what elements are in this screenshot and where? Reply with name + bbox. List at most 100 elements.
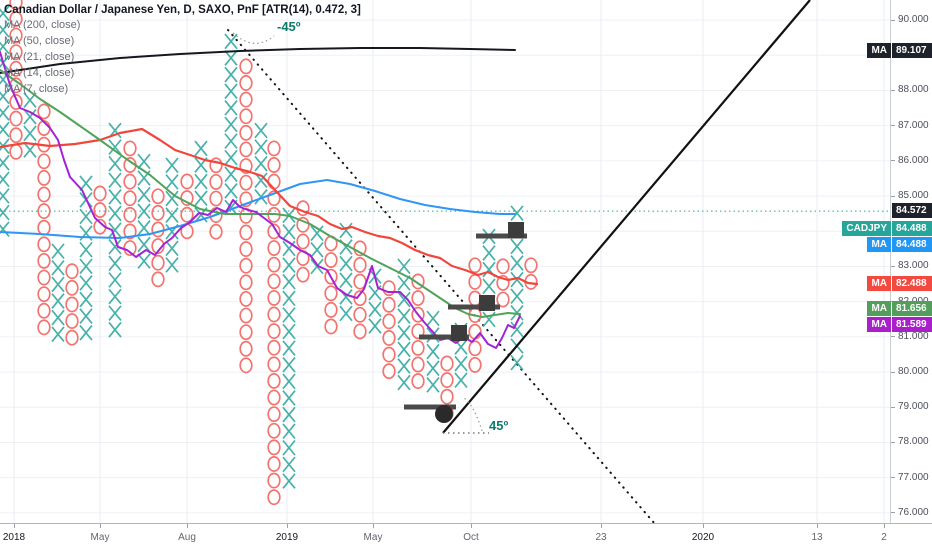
ma-line-ma200 — [0, 47, 516, 74]
ma21-badge-label: MA — [867, 276, 891, 291]
up-45-trendline[interactable] — [442, 0, 811, 434]
pnf-o-column — [209, 157, 223, 240]
price-badge-value: 84.572 — [892, 203, 932, 218]
price-tick-label: 83.000 — [898, 260, 929, 272]
time-tick-mark — [287, 524, 288, 528]
time-tick-label: 2020 — [691, 532, 715, 543]
square-marker[interactable] — [479, 295, 495, 311]
price-tick-label: 78.000 — [898, 436, 929, 448]
price-tick-mark — [891, 406, 895, 408]
time-axis[interactable]: 2018 May Aug 2019 May Oct 23 2020 13 2 — [0, 523, 932, 550]
circle-marker[interactable] — [435, 405, 453, 423]
pnf-o-column — [324, 235, 338, 335]
ma200-badge: MA 89.107 — [867, 43, 932, 58]
ma200-badge-label: MA — [867, 43, 891, 58]
price-tick-mark — [891, 477, 895, 479]
time-tick-mark — [471, 524, 472, 528]
price-tick-label: 87.000 — [898, 119, 929, 131]
square-marker[interactable] — [508, 222, 524, 238]
price-tick-mark — [891, 441, 895, 443]
pnf-o-column — [37, 103, 51, 336]
price-tick-mark — [891, 336, 895, 338]
price-tick-label: 76.000 — [898, 506, 929, 518]
pnf-x-column — [108, 122, 122, 338]
symbol-badge: CADJPY 84.488 — [842, 221, 932, 236]
ma14-badge-value: 81.656 — [892, 301, 932, 316]
ma200-badge-value: 89.107 — [892, 43, 932, 58]
time-tick-label: 2019 — [275, 532, 299, 543]
legend-ma-21[interactable]: MA (21, close) — [4, 51, 75, 63]
legend-ma-200[interactable]: MA (200, close) — [4, 19, 81, 31]
pnf-o-column — [239, 58, 253, 374]
angle-label-minus45: -45º — [277, 19, 301, 34]
ma14-badge-label: MA — [867, 301, 891, 316]
pnf-x-column — [482, 228, 496, 328]
time-tick-mark — [703, 524, 704, 528]
price-axis[interactable]: 90.00088.00087.00086.00085.00083.00082.0… — [842, 0, 932, 523]
pnf-x-column — [137, 153, 151, 269]
time-tick-mark — [817, 524, 818, 528]
symbol-title[interactable]: Canadian Dollar / Japanese Yen, D, SAXO,… — [4, 4, 361, 16]
price-tick-mark — [891, 265, 895, 267]
pnf-chart-canvas[interactable] — [0, 0, 890, 523]
legend-ma-7[interactable]: MA (7, close) — [4, 83, 69, 95]
price-tick-label: 81.000 — [898, 330, 929, 342]
pnf-x-column — [282, 207, 296, 489]
ma50-badge-value: 84.488 — [892, 237, 932, 252]
time-tick-label: Oct — [463, 532, 479, 543]
pnf-x-column — [23, 92, 37, 158]
price-tick-mark — [891, 160, 895, 162]
pnf-x-column — [310, 225, 324, 275]
ma7-badge: MA 81.589 — [867, 317, 932, 332]
symbol-badge-value: 84.488 — [892, 221, 932, 236]
price-tick-label: 77.000 — [898, 471, 929, 483]
pnf-x-column — [165, 157, 179, 273]
legend-ma-50[interactable]: MA (50, close) — [4, 35, 75, 47]
ma7-badge-label: MA — [867, 317, 891, 332]
pnf-x-column — [397, 258, 411, 391]
time-tick-label: 2 — [881, 532, 887, 543]
pnf-o-column — [496, 258, 510, 308]
ma7-badge-value: 81.589 — [892, 317, 932, 332]
pnf-x-column — [224, 33, 238, 216]
ma21-badge-value: 82.488 — [892, 276, 932, 291]
price-tick-label: 90.000 — [898, 14, 929, 26]
angle-label-45: 45º — [489, 418, 509, 433]
time-tick-mark — [373, 524, 374, 528]
ma50-badge-label: MA — [867, 237, 891, 252]
pnf-x-column — [254, 122, 268, 205]
pnf-o-column — [65, 263, 79, 346]
price-tick-label: 79.000 — [898, 401, 929, 413]
pnf-o-column — [411, 273, 425, 390]
price-tick-label: 85.000 — [898, 190, 929, 202]
angle-arc — [232, 32, 275, 44]
price-badge: 84.572 — [892, 203, 932, 218]
ma50-badge: MA 84.488 — [867, 237, 932, 252]
price-tick-label: 86.000 — [898, 154, 929, 166]
time-tick-label: 13 — [811, 532, 823, 543]
pnf-x-column — [339, 222, 353, 322]
price-tick-mark — [891, 371, 895, 373]
pnf-o-column — [123, 140, 137, 257]
time-tick-label: May — [363, 532, 383, 543]
price-tick-label: 88.000 — [898, 84, 929, 96]
price-tick-mark — [891, 512, 895, 514]
symbol-badge-label: CADJPY — [842, 221, 891, 236]
time-tick-label: 2018 — [2, 532, 26, 543]
square-marker[interactable] — [451, 325, 467, 341]
pnf-x-column — [426, 310, 440, 393]
ma14-badge: MA 81.656 — [867, 301, 932, 316]
ma-line-ma14 — [0, 69, 521, 318]
time-tick-mark — [14, 524, 15, 528]
down-45-trendline[interactable] — [227, 29, 656, 523]
time-tick-mark — [100, 524, 101, 528]
pnf-x-column — [51, 243, 65, 343]
time-tick-mark — [187, 524, 188, 528]
price-tick-label: 80.000 — [898, 366, 929, 378]
price-tick-mark — [891, 19, 895, 21]
chart-legend: Canadian Dollar / Japanese Yen, D, SAXO,… — [4, 4, 361, 96]
time-tick-label: Aug — [178, 532, 196, 543]
time-tick-label: May — [90, 532, 110, 543]
legend-ma-14[interactable]: MA (14, close) — [4, 67, 75, 79]
